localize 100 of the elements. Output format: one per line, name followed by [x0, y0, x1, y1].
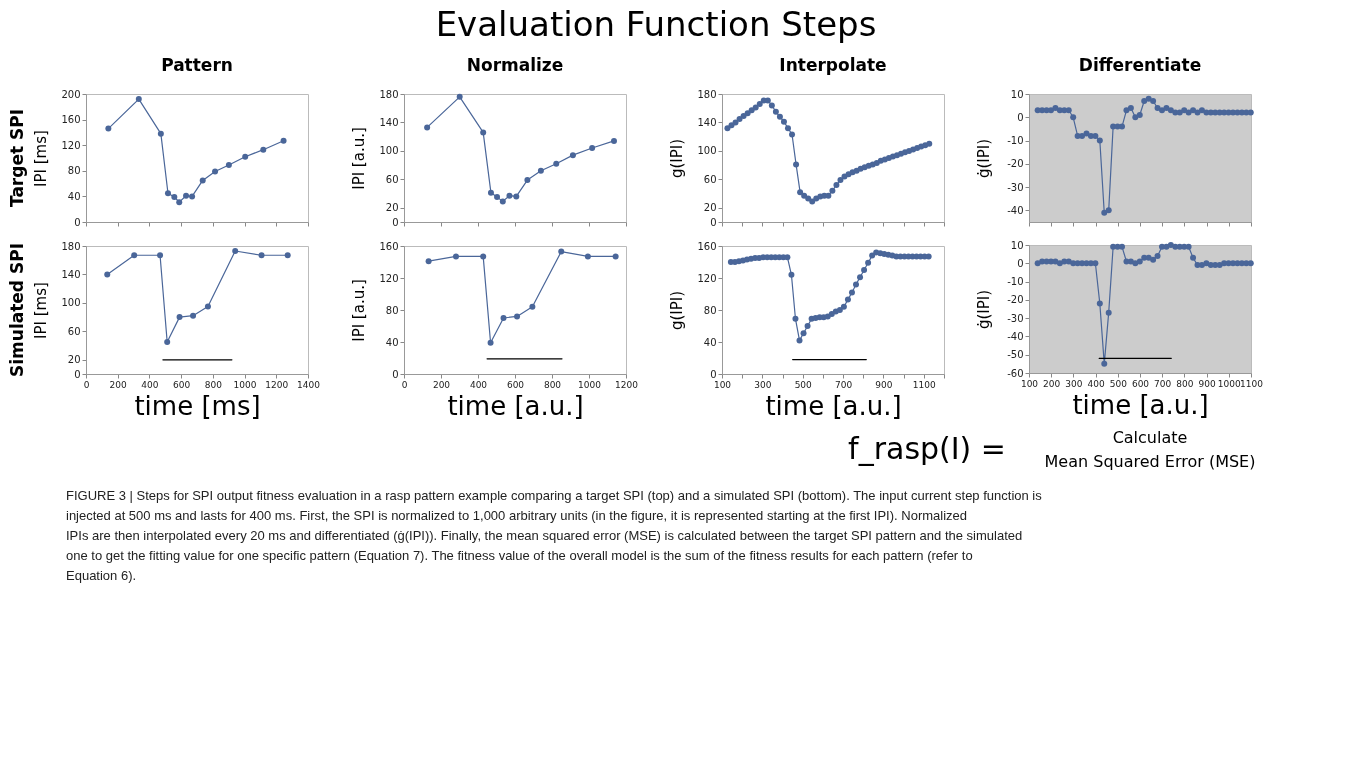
point — [1190, 107, 1197, 114]
point — [232, 247, 239, 254]
point — [176, 314, 183, 321]
x-tick-label: 0 — [83, 379, 90, 390]
point — [784, 125, 791, 132]
x-tick-label: 300 — [1065, 378, 1083, 389]
point — [553, 160, 560, 167]
point — [104, 271, 111, 278]
point — [1123, 107, 1130, 114]
point — [610, 137, 617, 144]
y-tick-label: -40 — [1007, 330, 1024, 342]
point — [1096, 300, 1103, 307]
x-tick-label: 1400 — [297, 379, 321, 390]
y-tick-label: 160 — [61, 114, 81, 126]
point — [840, 303, 847, 310]
point — [853, 281, 860, 288]
point — [833, 182, 840, 189]
point — [776, 113, 783, 120]
y-tick-label: 20 — [385, 202, 399, 214]
point — [1061, 107, 1068, 114]
x-tick-label: 400 — [469, 379, 488, 390]
point — [1141, 254, 1148, 261]
point — [225, 162, 232, 169]
point — [190, 312, 197, 319]
point — [524, 177, 531, 184]
y-tick-label: -30 — [1007, 312, 1024, 324]
x-tick-label: 1000 — [578, 379, 602, 390]
y-tick-label: 80 — [67, 165, 81, 177]
x-tick-label: 600 — [1131, 378, 1150, 389]
text: f_rasp(I) = — [848, 431, 1006, 466]
x-tick-label: 1100 — [1240, 378, 1264, 389]
y-tick-label: 120 — [697, 272, 717, 284]
point — [424, 124, 431, 131]
y-tick-label: 10 — [1010, 88, 1024, 100]
point — [1110, 243, 1117, 250]
x-tick-label: 700 — [1154, 378, 1172, 389]
point — [1105, 309, 1112, 316]
chart-title: Interpolate — [779, 55, 887, 75]
x-tick-label: 800 — [543, 379, 562, 390]
point — [1092, 260, 1099, 267]
y-tick-label: -20 — [1007, 158, 1024, 170]
y-tick-label: -30 — [1007, 181, 1024, 193]
y-tick-label: 20 — [703, 202, 717, 214]
point — [1181, 243, 1188, 250]
point — [164, 190, 171, 197]
y-tick-label: -10 — [1007, 135, 1024, 147]
y-tick-label: 120 — [61, 139, 81, 151]
text: Evaluation Function Steps — [435, 4, 877, 44]
point — [529, 303, 536, 310]
point — [500, 315, 507, 321]
y-tick-label: 0 — [74, 368, 81, 380]
point — [801, 192, 808, 199]
y-tick-label: 0 — [1017, 111, 1024, 123]
point — [857, 274, 864, 281]
point — [506, 192, 513, 199]
point — [1141, 97, 1148, 104]
point — [480, 129, 487, 136]
y-tick-label: 40 — [385, 336, 399, 348]
point — [1167, 107, 1174, 114]
y-axis-title: IPI [a.u.] — [349, 279, 368, 342]
point — [189, 193, 196, 200]
y-axis-title: IPI [a.u.] — [349, 127, 368, 190]
y-tick-label: 20 — [67, 354, 81, 366]
point — [584, 253, 591, 260]
x-tick-label: 1000 — [233, 379, 257, 390]
y-axis-title: g(IPI) — [667, 138, 686, 179]
point — [105, 125, 112, 132]
point — [926, 140, 933, 147]
point — [1101, 209, 1108, 216]
point — [925, 253, 932, 260]
point — [1092, 132, 1099, 139]
point — [1181, 107, 1188, 114]
point — [1190, 254, 1197, 261]
y-tick-label: 60 — [67, 325, 81, 337]
point — [1172, 243, 1179, 250]
y-tick-label: 60 — [703, 173, 717, 185]
caption: FIGURE 3 | Steps for SPI output fitness evaluation in a rasp pattern example comparing a target SPI (top) and a simulated SPI (bottom). The input current step function is injected at 500 ms and lasts for 400 ms. First, the SPI is normalized to 1,000 arbitrary units (in the figure, it is represented starting at the first IPI). Normalized IPIs are then interpolated every 20 ms and differentiated (ġ(IPI)). Finally, the mean squared error (MSE) is calculated between the target SPI pattern and the simulated one to get the fitting value for one specific pattern (Equation 7). The fitness value of the overall model is the sum of the fitness results for each pattern (refer to Equation 6). — [66, 488, 1043, 583]
y-tick-label: 160 — [379, 240, 399, 252]
point — [183, 192, 190, 199]
point — [260, 146, 267, 153]
point — [1070, 260, 1077, 267]
y-tick-label: -20 — [1007, 294, 1024, 306]
point — [732, 119, 739, 126]
x-tick-label: 300 — [754, 379, 772, 390]
y-axis-title: IPI [ms] — [31, 282, 50, 339]
y-tick-label: 180 — [61, 240, 81, 252]
point — [724, 125, 731, 132]
point — [792, 315, 799, 322]
point — [589, 145, 596, 152]
point — [848, 289, 855, 296]
point — [1136, 258, 1143, 265]
y-tick-label: 40 — [703, 336, 717, 348]
point — [425, 258, 432, 265]
point — [135, 96, 142, 103]
point — [825, 192, 832, 199]
point — [204, 303, 211, 310]
y-tick-label: 100 — [379, 145, 399, 157]
y-tick-label: -60 — [1007, 367, 1024, 379]
y-tick-label: 60 — [385, 173, 399, 185]
x-axis-title: time [a.u.] — [447, 390, 584, 421]
